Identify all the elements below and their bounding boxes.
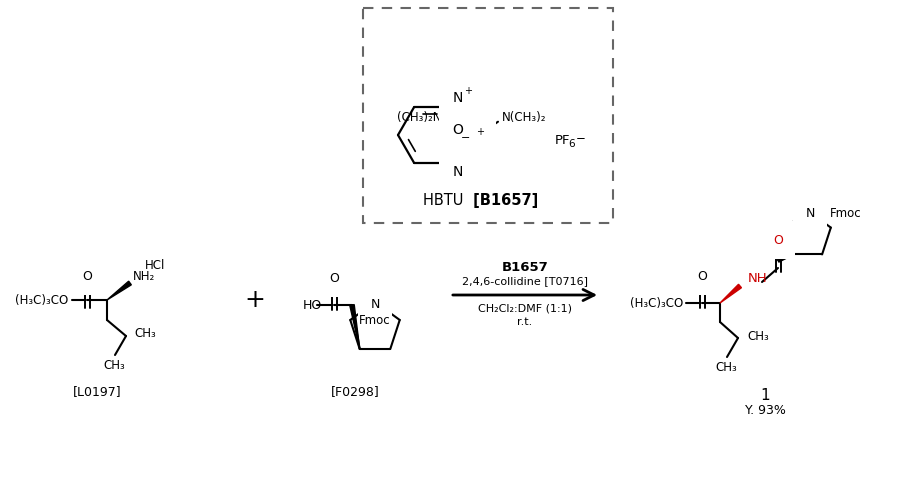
Text: N: N xyxy=(453,91,463,105)
Text: N(CH₃)₂: N(CH₃)₂ xyxy=(502,111,546,124)
Text: CH₃: CH₃ xyxy=(103,359,125,371)
Text: O: O xyxy=(697,270,707,283)
Text: [L0197]: [L0197] xyxy=(73,386,121,398)
FancyBboxPatch shape xyxy=(363,8,613,223)
Text: B1657: B1657 xyxy=(502,261,548,273)
Text: 1: 1 xyxy=(760,388,770,402)
Text: Y. 93%: Y. 93% xyxy=(745,403,785,416)
Text: 2,4,6-collidine [T0716]: 2,4,6-collidine [T0716] xyxy=(462,276,588,286)
Text: −: − xyxy=(576,131,586,145)
Text: N: N xyxy=(806,206,815,220)
Text: C: C xyxy=(468,133,477,147)
Text: r.t.: r.t. xyxy=(517,317,532,327)
Text: O: O xyxy=(329,271,339,285)
Text: (CH₃)₂N: (CH₃)₂N xyxy=(397,111,442,124)
Text: N: N xyxy=(371,297,380,311)
Text: Fmoc: Fmoc xyxy=(830,206,861,220)
Text: [B1657]: [B1657] xyxy=(468,193,539,207)
Text: HBTU: HBTU xyxy=(423,193,468,207)
Text: +: + xyxy=(476,127,484,137)
Text: Fmoc: Fmoc xyxy=(359,314,391,326)
Text: N: N xyxy=(472,128,482,142)
Text: (H₃C)₃CO: (H₃C)₃CO xyxy=(15,294,68,307)
Text: CH₂Cl₂:DMF (1:1): CH₂Cl₂:DMF (1:1) xyxy=(478,303,572,313)
Text: PF: PF xyxy=(555,133,570,147)
Text: CH₃: CH₃ xyxy=(715,361,736,373)
Polygon shape xyxy=(777,254,794,262)
Text: NH: NH xyxy=(748,271,768,285)
Polygon shape xyxy=(350,305,359,349)
Polygon shape xyxy=(107,281,131,300)
Text: N: N xyxy=(453,165,463,179)
Text: HO: HO xyxy=(303,298,322,312)
Text: CH₃: CH₃ xyxy=(747,329,769,343)
Polygon shape xyxy=(720,284,741,303)
Text: O: O xyxy=(82,270,91,283)
Text: [F0298]: [F0298] xyxy=(331,386,380,398)
Text: −: − xyxy=(461,133,470,143)
Text: NH₂: NH₂ xyxy=(133,270,155,283)
Text: 6: 6 xyxy=(568,139,575,149)
Text: (H₃C)₃CO: (H₃C)₃CO xyxy=(630,296,683,310)
Text: O: O xyxy=(453,123,464,137)
Text: +: + xyxy=(245,288,265,312)
Text: O: O xyxy=(773,234,783,246)
Text: +: + xyxy=(464,86,472,97)
Text: HCl: HCl xyxy=(145,259,165,271)
Text: CH₃: CH₃ xyxy=(134,326,156,340)
